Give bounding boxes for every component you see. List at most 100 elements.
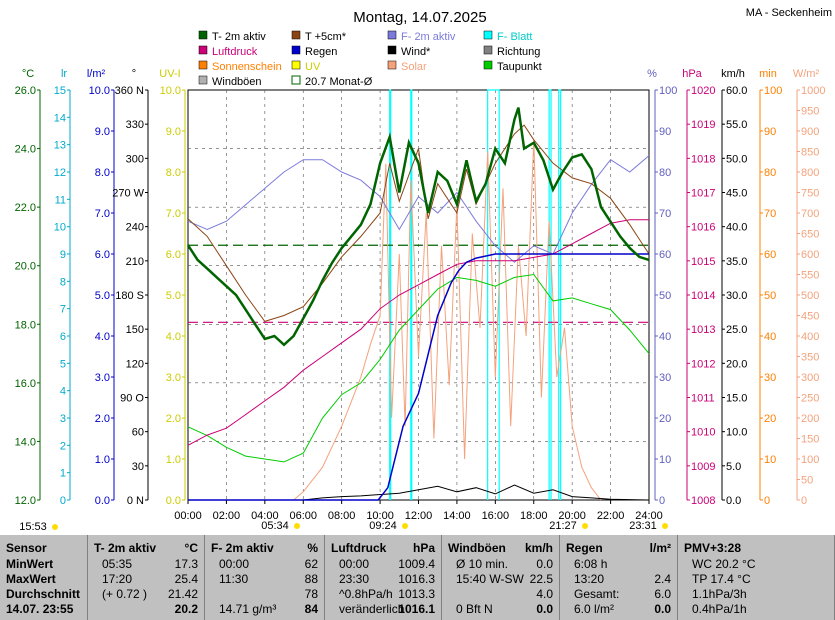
- tick-label: 3.0: [95, 372, 110, 384]
- legend-item-9: UV: [291, 60, 321, 73]
- tick-label: 0 N: [127, 495, 144, 507]
- tick-label: 1015: [691, 256, 715, 268]
- series-t-5cm: [187, 124, 650, 322]
- legend-item-13: 20.7 Monat-Ø: [291, 75, 373, 88]
- footer-col-5: Regen l/m² 6:08 h 13:20 2.4 Gesamt: 6.0 6.0 l/m…: [560, 535, 678, 620]
- tick-label: 60: [132, 427, 144, 439]
- legend-item-12: Windböen: [198, 75, 262, 88]
- legend-swatch: [483, 30, 493, 40]
- tick-label: 50: [659, 290, 671, 302]
- tick-label: 1017: [691, 188, 715, 200]
- axis-unit: W/m²: [793, 68, 820, 80]
- tick-label: 100: [659, 85, 677, 97]
- x-tick-label: 18:00: [520, 510, 548, 522]
- tick-label: 600: [801, 249, 819, 261]
- tick-label: 360 N: [115, 85, 144, 97]
- tick-label: 1014: [691, 290, 715, 302]
- footer-value: 1009.4: [398, 557, 435, 571]
- x-tick-label: 08:00: [328, 510, 356, 522]
- footer-unit: l/m²: [649, 541, 671, 555]
- tick-label: 70: [659, 208, 671, 220]
- event-moonset: 09:24: [369, 520, 397, 532]
- footer-value: 25.4: [174, 572, 198, 586]
- footer-value: 88: [304, 572, 318, 586]
- footer-label: 14.71 g/m³: [219, 602, 277, 616]
- legend-label: Taupunkt: [497, 61, 542, 73]
- x-tick-label: 20:00: [558, 510, 586, 522]
- footer-label: 15:40 W-SW: [456, 572, 524, 586]
- tick-label: 25.0: [726, 324, 747, 336]
- left-axis-2: l/m² 10.0 9.0 8.0 7.0 6.0 5.0 4.0 3.0 2.0 1.0 0.0: [87, 68, 115, 507]
- tick-label: 750: [801, 188, 819, 200]
- footer-header: F- 2m aktiv: [211, 541, 274, 555]
- sun-icon: [582, 523, 588, 529]
- tick-label: 30.0: [726, 290, 747, 302]
- tick-label: 90 O: [120, 393, 144, 405]
- plot-area: [186, 89, 650, 501]
- tick-label: 210: [126, 256, 144, 268]
- tick-label: 5.0: [726, 461, 741, 473]
- footer-header: Sensor: [6, 541, 47, 555]
- legend-label: F- 2m aktiv: [401, 31, 456, 43]
- tick-label: 70: [764, 208, 776, 220]
- footer-value: 0.0: [654, 602, 671, 616]
- footer-col-0: Sensor MinWert MaxWert Durchschnitt 14.07. 2…: [0, 535, 88, 620]
- event-sunset: 21:27: [549, 520, 577, 532]
- tick-label: 1009: [691, 461, 715, 473]
- x-tick-label: 22:00: [597, 510, 625, 522]
- tick-label: 35.0: [726, 256, 747, 268]
- footer-value: 22.5: [529, 572, 553, 586]
- legend-swatch: [291, 60, 301, 70]
- tick-label: 10.0: [160, 85, 181, 97]
- legend-swatch: [198, 45, 208, 55]
- sun-icon: [52, 524, 58, 530]
- tick-label: 0: [764, 495, 770, 507]
- grid: [188, 90, 649, 500]
- tick-label: 50: [801, 475, 813, 487]
- tick-label: 40: [659, 331, 671, 343]
- tick-label: 5.0: [166, 290, 181, 302]
- legend-label: UV: [305, 61, 321, 73]
- tick-label: 6.0: [166, 249, 181, 261]
- tick-label: 4.0: [95, 331, 110, 343]
- footer-label: 6.0 l/m²: [574, 602, 615, 616]
- tick-label: 20.0: [15, 261, 36, 273]
- legend-swatch: [483, 45, 493, 55]
- footer-col-2: F- 2m aktiv% 00:00 62 11:30 88 78 14.71 g/m³ 84: [205, 535, 325, 620]
- tick-label: 900: [801, 126, 819, 138]
- tick-label: 80: [764, 167, 776, 179]
- tick-label: 1011: [691, 393, 715, 405]
- event-sunrise: 05:34: [261, 520, 289, 532]
- footer-unit: %: [307, 541, 318, 555]
- tick-label: 20.0: [726, 358, 747, 370]
- left-axes: °C26.024.022.020.018.016.014.012.0lr1514…: [15, 68, 186, 507]
- footer-col-3: Luftdruck hPa 00:00 1009.4 23:30 1016.3 ^0.8hP…: [325, 535, 442, 620]
- tick-label: 2.0: [95, 413, 110, 425]
- footer-label: 0.4hPa/1h: [692, 602, 747, 616]
- tick-label: 12.0: [15, 495, 36, 507]
- legend-label: Regen: [305, 46, 337, 58]
- footer-col-4: Windböen km/h Ø 10 min. 0.0 15:40 W-SW 22.5 4.…: [442, 535, 560, 620]
- tick-label: 1.0: [95, 454, 110, 466]
- legend-swatch: [387, 60, 397, 70]
- tick-label: 1010: [691, 427, 715, 439]
- footer-value: 0.0: [536, 557, 553, 571]
- tick-label: 330: [126, 119, 144, 131]
- x-axis: 00:00 02:00 04:00 06:00 08:00 10:00 12:00 14:00…: [19, 500, 668, 533]
- footer-col-1: T- 2m aktiv °C 05:35 17.3 17:20 25.4 (+ 0.72 )…: [88, 535, 205, 620]
- footer-value: 17.3: [174, 557, 198, 571]
- tick-label: 55.0: [726, 119, 747, 131]
- legend-label: T +5cm*: [305, 31, 347, 43]
- legend-label: F- Blatt: [497, 31, 532, 43]
- legend-swatch: [291, 75, 301, 85]
- tick-label: 300: [801, 372, 819, 384]
- axis-unit: l/m²: [87, 68, 106, 80]
- tick-label: 4: [60, 386, 66, 398]
- footer-header: Luftdruck: [331, 541, 387, 555]
- tick-label: 15: [54, 85, 66, 97]
- tick-label: 90: [764, 126, 776, 138]
- fblatt-spike-1: [410, 89, 413, 500]
- footer-label: 17:20: [102, 572, 133, 586]
- tick-label: 240: [126, 222, 144, 234]
